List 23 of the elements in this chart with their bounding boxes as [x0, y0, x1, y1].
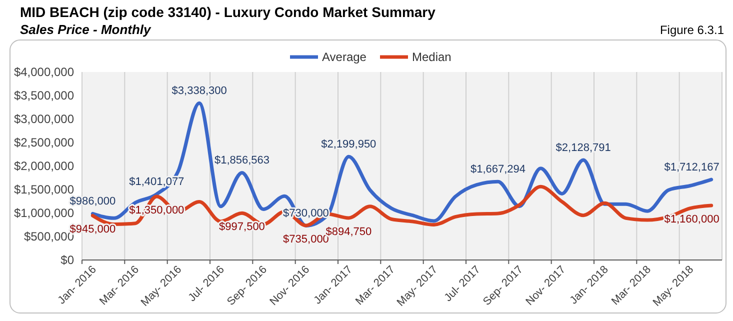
- data-label: $1,712,167: [664, 162, 720, 174]
- data-label: $945,000: [70, 224, 116, 236]
- data-label: $3,338,300: [172, 85, 227, 98]
- data-label: $986,000: [70, 196, 116, 208]
- y-tick-label: $1,500,000: [14, 182, 74, 196]
- legend-label: Median: [412, 50, 452, 64]
- chart-title: MID BEACH (zip code 33140) - Luxury Condo Market Summary: [20, 4, 436, 20]
- y-tick-label: $0: [60, 253, 74, 267]
- y-tick-label: $4,000,000: [14, 65, 74, 79]
- legend-label: Average: [322, 50, 367, 64]
- y-tick-label: $1,000,000: [14, 206, 74, 220]
- data-label: $1,856,563: [214, 154, 270, 167]
- data-label: $997,500: [219, 221, 265, 234]
- caption: Figure 6.3.1: [660, 23, 724, 37]
- data-label: $1,160,000: [664, 213, 720, 226]
- data-label: $1,667,294: [470, 164, 526, 176]
- y-tick-label: $3,500,000: [14, 88, 74, 102]
- y-tick-label: $2,000,000: [14, 159, 74, 173]
- data-label: $2,128,791: [556, 142, 611, 154]
- chart-subtitle: Sales Price - Monthly: [20, 22, 152, 37]
- y-tick-label: $3,000,000: [14, 112, 74, 126]
- y-tick-label: $2,500,000: [14, 136, 74, 150]
- data-label: $2,199,950: [321, 138, 376, 151]
